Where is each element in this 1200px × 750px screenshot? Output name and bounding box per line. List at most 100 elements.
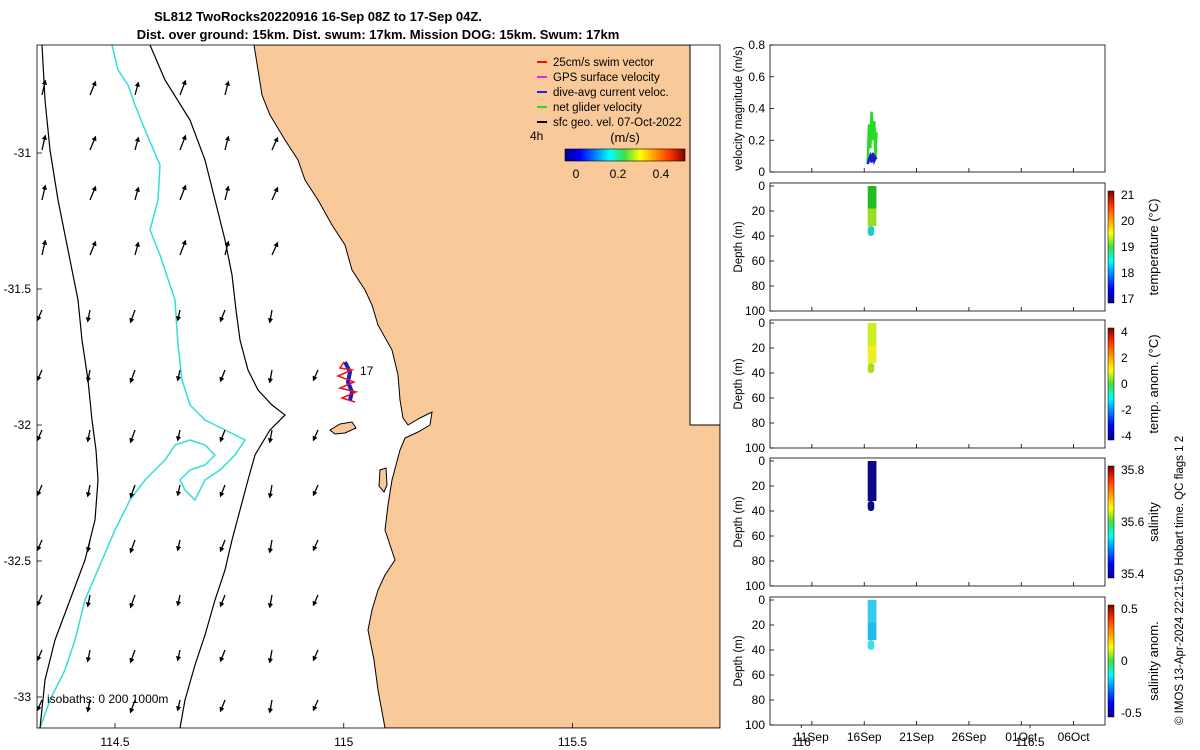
colorbar-tick-label: 0 (573, 167, 580, 181)
legend-label: sfc geo. vel. 07-Oct-2022 (553, 117, 681, 129)
time-tick-label: 26Sep (952, 730, 987, 744)
velocity-arrow (129, 594, 136, 609)
y-tick-label: 0.2 (748, 133, 765, 147)
y-tick-label: 20 (752, 479, 766, 493)
velocity-arrow (129, 309, 136, 324)
legend-label: GPS surface velocity (553, 72, 660, 84)
colorbar-label: temp. anom. (°C) (1146, 334, 1161, 433)
colorbar-tick-label: -2 (1121, 403, 1132, 417)
velocity-arrow (37, 594, 43, 607)
section-band (867, 600, 877, 623)
isobath-note: isobaths: 0 200 1000m (47, 692, 168, 706)
y-axis-label: Depth (m) (733, 496, 745, 547)
chart-subtitle: Dist. over ground: 15km. Dist. swum: 17k… (137, 27, 620, 42)
velocity-arrow (219, 649, 226, 663)
y-tick-label: 80 (752, 279, 766, 293)
section-band (867, 363, 875, 373)
velocity-arrow (179, 239, 187, 256)
velocity-series (866, 151, 878, 166)
colorbar-tick-label: 35.6 (1121, 515, 1145, 529)
colorbar-tick-label: 2 (1121, 351, 1128, 365)
panel-frame (769, 596, 1106, 726)
panel-1: 0 20 40 60 80 100 Depth (m) 17 18 19 20 21 temperatu… (733, 179, 1161, 318)
map-y-tick-label: -31.5 (4, 282, 32, 296)
velocity-arrow (85, 539, 92, 553)
sfc-velocity-arrows (37, 79, 319, 714)
velocity-arrow (271, 136, 279, 151)
speed-colorbar-ticks: 0 0.2 0.4 (573, 167, 670, 181)
colorbar-label: salinity (1146, 502, 1161, 542)
isobath-200 (149, 45, 286, 728)
velocity-arrow (271, 186, 279, 201)
colorbar-tick-label: 0 (1121, 654, 1128, 668)
velocity-arrow (37, 539, 43, 552)
velocity-arrow (41, 184, 47, 201)
velocity-arrow (219, 594, 226, 608)
velocity-arrow (224, 185, 230, 201)
velocity-arrow (85, 649, 92, 663)
map-x-tick-label: 115.5 (558, 735, 587, 749)
velocity-arrow (89, 240, 97, 256)
colorbar (1107, 604, 1115, 718)
velocity-arrow (129, 649, 136, 664)
panel-2: 0 20 40 60 80 100 Depth (m) -4 -2 0 2 4 temp. anom. … (733, 316, 1161, 455)
velocity-arrow (312, 649, 319, 662)
colorbar (1107, 465, 1115, 579)
isobath-1000 (39, 45, 99, 728)
y-tick-label: 80 (752, 693, 766, 707)
y-tick-label: 60 (752, 668, 766, 682)
velocity-arrow (176, 699, 182, 712)
velocity-arrow (37, 699, 43, 712)
colorbar-tick-label: 4 (1121, 325, 1128, 339)
y-axis-label: velocity magnitude (m/s) (733, 46, 745, 171)
velocity-arrow (129, 539, 136, 554)
map-panel: 17 isobaths: 0 200 1000m 114.5 115 115.5 11… (4, 44, 1045, 749)
section-band (867, 483, 877, 501)
velocity-arrow (176, 309, 182, 322)
colorbar-tick-label: 0.5 (1121, 602, 1138, 616)
colorbar-tick-label: 35.4 (1121, 567, 1145, 581)
velocity-arrow (267, 699, 274, 714)
velocity-arrow (176, 429, 182, 442)
velocity-arrow (312, 539, 319, 552)
map-x-tick-label: 114.5 (100, 735, 129, 749)
y-tick-label: 100 (745, 304, 765, 318)
y-tick-label: 60 (752, 254, 766, 268)
panel-frame (769, 457, 1106, 587)
legend-label: 25cm/s swim vector (553, 57, 654, 69)
velocity-arrow (85, 369, 92, 383)
time-tick-label: 11Sep (795, 730, 829, 744)
map-y-tick-label: -31 (14, 146, 32, 160)
velocity-arrow (89, 135, 97, 151)
velocity-arrow (134, 81, 140, 96)
colorbar-tick-label: 20 (1121, 214, 1135, 228)
map-y-tick-label: -32 (14, 418, 32, 432)
velocity-arrow (179, 134, 187, 151)
y-tick-label: 20 (752, 341, 766, 355)
y-tick-label: 100 (745, 579, 765, 593)
island (329, 421, 357, 435)
velocity-arrow (37, 309, 43, 322)
velocity-arrow (224, 135, 230, 151)
velocity-arrow (312, 429, 319, 442)
velocity-arrow (219, 699, 226, 713)
velocity-arrow (312, 484, 319, 497)
y-tick-label: 0.4 (748, 102, 765, 116)
colorbar (1107, 327, 1115, 441)
velocity-arrow (37, 369, 43, 382)
map-y-ticks: -31 -31.5 -32 -32.5 -33 (4, 146, 42, 704)
section-band (867, 622, 877, 640)
y-tick-label: 0 (758, 179, 765, 193)
velocity-arrow (41, 79, 47, 96)
velocity-arrow (85, 429, 92, 443)
velocity-arrow (224, 80, 230, 96)
panel-frame (769, 44, 1106, 173)
velocity-arrow (312, 699, 319, 712)
velocity-arrow (179, 184, 187, 201)
colorbar-label: temperature (°C) (1146, 199, 1161, 296)
velocity-arrow (41, 239, 47, 256)
colorbar-tick-label: 0 (1121, 377, 1128, 391)
section-band (867, 186, 877, 209)
colorbar-tick-label: 21 (1121, 188, 1135, 202)
